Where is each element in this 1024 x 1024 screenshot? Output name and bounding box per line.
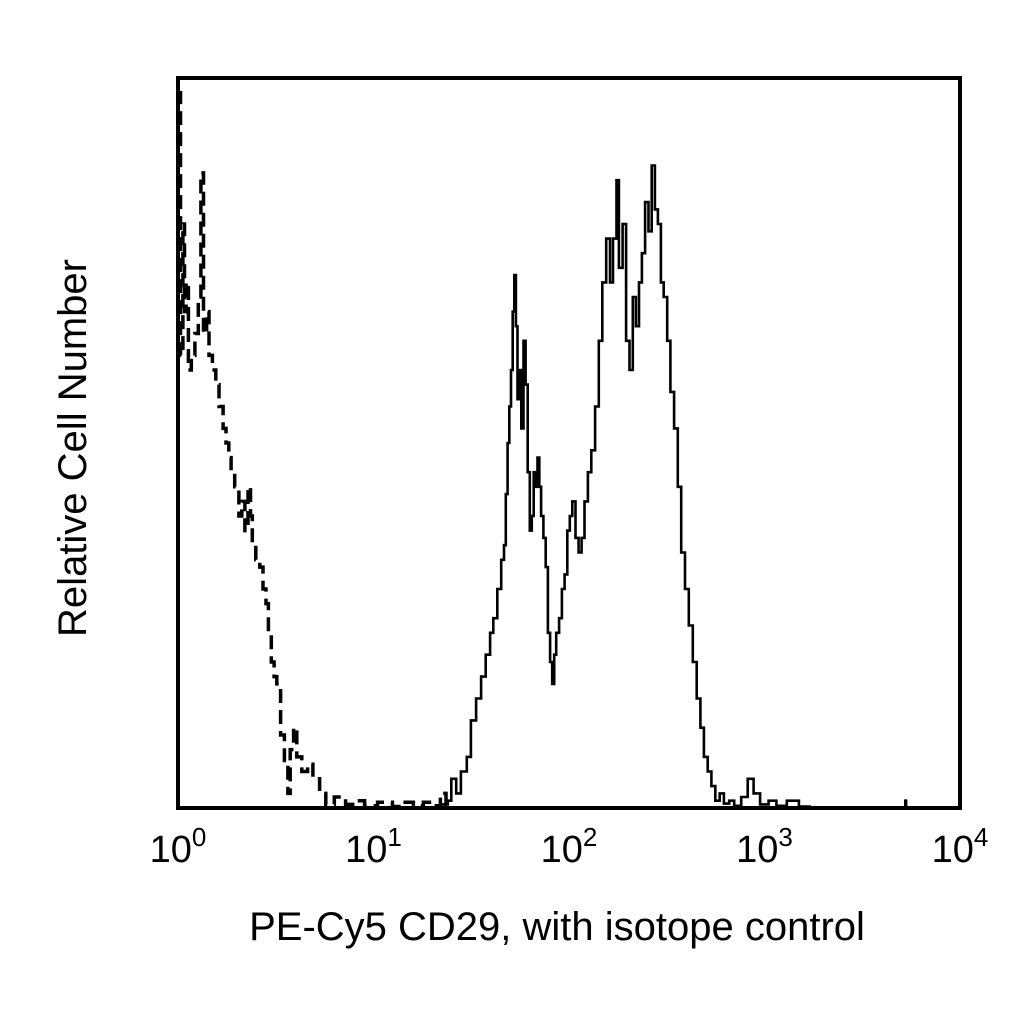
x-tick-label: 103 xyxy=(736,822,793,871)
tick-exponent: 0 xyxy=(192,822,206,852)
x-tick-label: 104 xyxy=(932,822,989,871)
series-layer xyxy=(178,90,960,810)
x-tick-label: 100 xyxy=(150,822,207,871)
tick-base: 10 xyxy=(345,829,387,871)
isotype-control-histogram xyxy=(178,90,452,809)
x-tick-label: 101 xyxy=(345,822,402,871)
tick-exponent: 1 xyxy=(387,822,401,852)
x-tick-labels: 100 101 102 103 104 xyxy=(150,822,989,871)
cd29-histogram xyxy=(440,164,960,810)
tick-exponent: 4 xyxy=(974,822,988,852)
tick-exponent: 3 xyxy=(778,822,792,852)
tick-base: 10 xyxy=(541,829,583,871)
y-axis-label: Relative Cell Number xyxy=(51,259,95,637)
x-tick-label: 102 xyxy=(541,822,598,871)
plot-frame xyxy=(176,76,962,810)
tick-base: 10 xyxy=(150,829,192,871)
x-axis-label: PE-Cy5 CD29, with isotope control xyxy=(249,905,865,949)
tick-exponent: 2 xyxy=(583,822,597,852)
tick-base: 10 xyxy=(736,829,778,871)
tick-base: 10 xyxy=(932,829,974,871)
